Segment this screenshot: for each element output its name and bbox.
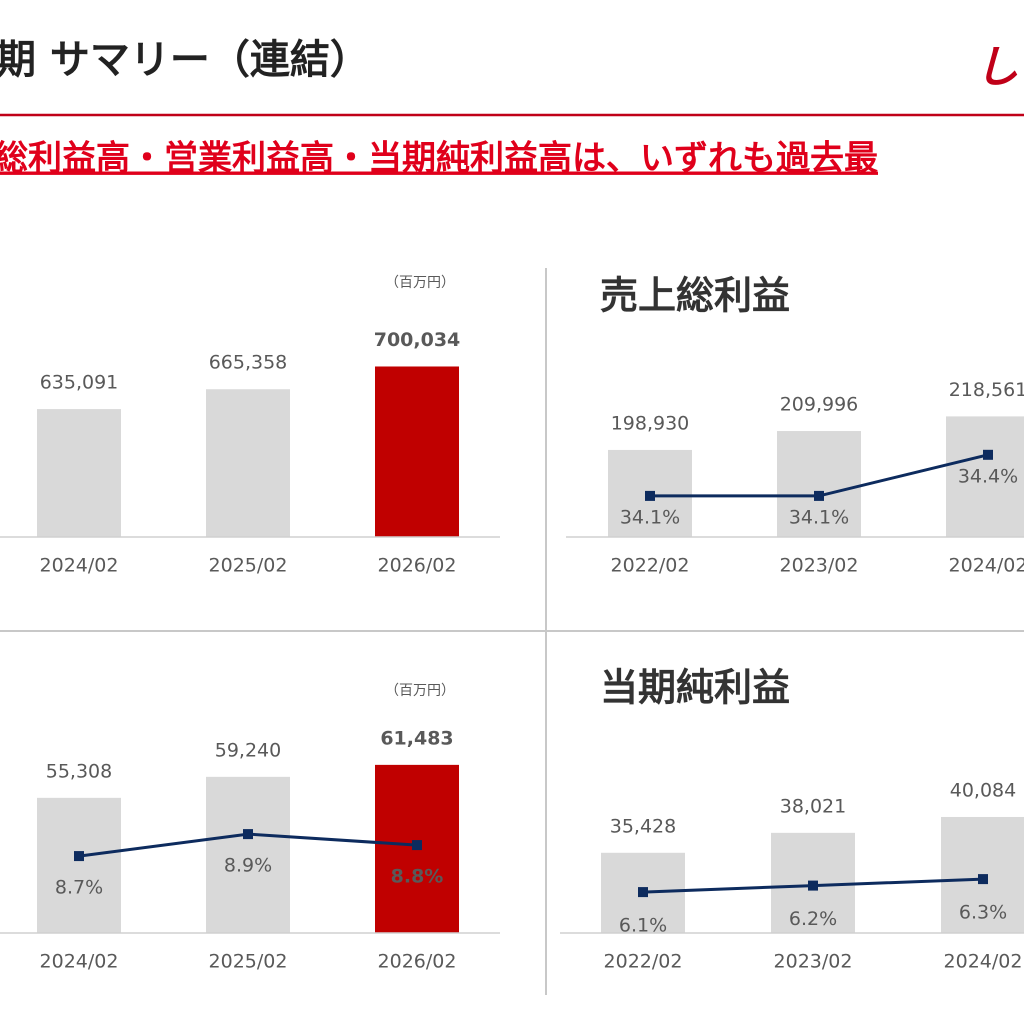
x-tick-label: 2022/02 bbox=[604, 951, 683, 973]
value-label: 209,996 bbox=[780, 394, 859, 416]
value-label: 218,561 bbox=[949, 379, 1024, 401]
value-label: 59,240 bbox=[215, 739, 281, 761]
x-tick-label: 2024/02 bbox=[944, 951, 1023, 973]
percent-label: 8.7% bbox=[55, 877, 103, 899]
value-label: 61,483 bbox=[380, 727, 453, 749]
bar bbox=[946, 416, 1024, 537]
bar bbox=[206, 389, 290, 537]
unit-label: （百万円） bbox=[385, 683, 455, 699]
line-marker bbox=[808, 880, 818, 891]
percent-label: 34.4% bbox=[958, 465, 1018, 487]
bar bbox=[777, 431, 861, 537]
x-tick-label: 2026/02 bbox=[378, 951, 457, 973]
percent-label: 34.1% bbox=[789, 506, 849, 528]
percent-label: 6.1% bbox=[619, 915, 667, 937]
x-tick-label: 2023/02 bbox=[780, 555, 859, 577]
x-tick-label: 2024/02 bbox=[949, 555, 1024, 577]
line-marker bbox=[983, 449, 993, 460]
bar bbox=[375, 366, 459, 537]
bar bbox=[37, 797, 121, 933]
value-label: 635,091 bbox=[40, 372, 119, 394]
percent-label: 34.1% bbox=[620, 506, 680, 528]
line-marker bbox=[645, 490, 655, 501]
x-tick-label: 2024/02 bbox=[40, 951, 119, 973]
x-tick-label: 2026/02 bbox=[378, 555, 457, 577]
bar bbox=[206, 776, 290, 933]
line-marker bbox=[814, 490, 824, 501]
percent-label: 6.3% bbox=[959, 902, 1007, 924]
percent-label: 8.9% bbox=[224, 855, 272, 877]
x-tick-label: 2024/02 bbox=[40, 555, 119, 577]
value-label: 700,034 bbox=[374, 329, 461, 351]
x-tick-label: 2025/02 bbox=[209, 555, 288, 577]
line-marker bbox=[74, 851, 84, 862]
value-label: 665,358 bbox=[209, 352, 288, 374]
x-tick-label: 2023/02 bbox=[774, 951, 853, 973]
percent-label: 8.8% bbox=[391, 866, 444, 888]
percent-label: 6.2% bbox=[789, 908, 837, 930]
value-label: 40,084 bbox=[950, 779, 1016, 801]
slide-subtitle: 総利益高・営業利益高・当期純利益高は、いずれも過去最 bbox=[0, 139, 878, 179]
value-label: 38,021 bbox=[780, 795, 846, 817]
bar bbox=[37, 409, 121, 537]
chart-title: 当期純利益 bbox=[600, 666, 790, 710]
line-marker bbox=[412, 840, 422, 851]
value-label: 198,930 bbox=[611, 412, 690, 434]
line-marker bbox=[638, 887, 648, 898]
line-marker bbox=[243, 829, 253, 840]
logo: し bbox=[975, 42, 1019, 93]
x-tick-label: 2022/02 bbox=[611, 555, 690, 577]
value-label: 55,308 bbox=[46, 760, 112, 782]
slide-title: 期 サマリー（連結） bbox=[0, 37, 370, 83]
chart-title: 売上総利益 bbox=[600, 274, 790, 318]
value-label: 35,428 bbox=[610, 815, 676, 837]
x-tick-label: 2025/02 bbox=[209, 951, 288, 973]
line-marker bbox=[978, 874, 988, 885]
unit-label: （百万円） bbox=[385, 275, 455, 291]
